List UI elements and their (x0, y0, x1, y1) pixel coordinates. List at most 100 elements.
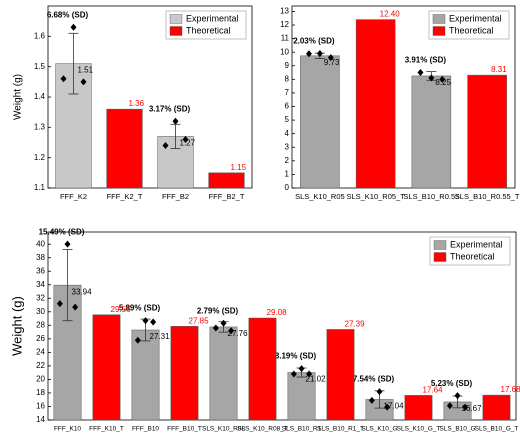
legend-swatch (433, 252, 447, 262)
data-point (142, 317, 149, 325)
data-point (228, 327, 235, 335)
x-tick-label: SLS_B10_R0.55 (403, 192, 459, 201)
y-tick-label: 9 (285, 61, 290, 70)
y-tick-label: 6 (285, 102, 290, 111)
value-label: 16.67 (462, 404, 483, 413)
y-tick-label: 1.4 (34, 92, 46, 101)
value-label: 8.31 (491, 65, 507, 74)
y-tick-label: 8 (285, 74, 290, 83)
x-tick-label: FFF_B10_T (167, 426, 202, 433)
value-label: 17.64 (423, 385, 444, 394)
x-tick-label: FFF_K10_T (89, 426, 124, 433)
bar (209, 326, 238, 421)
x-tick-label: SLS_K10_R05_T (346, 192, 405, 201)
x-tick-label: FFF_K10 (54, 426, 81, 433)
sd-annotation: 5.23% (SD) (431, 379, 473, 388)
data-point (80, 78, 87, 86)
x-tick-label: SLS_B10_R1_T (317, 426, 364, 433)
value-label: 17.68 (501, 385, 520, 394)
value-label: 27.39 (345, 320, 366, 329)
data-point (439, 75, 446, 83)
y-tick-label: 22 (36, 361, 45, 370)
data-point (316, 50, 323, 58)
x-tick-label: SLS_K10_R05 (295, 192, 345, 201)
value-label: 21.02 (306, 375, 327, 384)
y-tick-label: 40 (36, 239, 45, 248)
y-tick-label: 4 (285, 129, 290, 138)
x-tick-label: SLS_B10_R1 (282, 426, 322, 433)
bar (170, 326, 199, 421)
sd-annotation: 3.17% (SD) (149, 104, 191, 113)
data-point (384, 403, 391, 411)
y-axis-label: Weight (g) (9, 296, 24, 356)
y-tick-label: 24 (36, 347, 45, 356)
y-tick-label: 28 (36, 320, 45, 329)
value-label: 27.85 (189, 316, 210, 325)
data-point (172, 117, 179, 125)
y-tick-label: 32 (36, 293, 45, 302)
bar (248, 317, 277, 421)
value-label: 12.40 (380, 10, 401, 19)
legend-label: Theoretical (450, 251, 495, 261)
legend-swatch (432, 26, 446, 36)
bar (467, 74, 507, 189)
plot-frame (47, 231, 517, 421)
legend-swatch (169, 26, 183, 36)
y-tick-label: 0 (285, 183, 290, 192)
data-point (298, 365, 305, 373)
x-tick-label: SLS_B10_G (439, 426, 475, 433)
y-tick-label: 1.2 (34, 153, 46, 162)
x-tick-label: FFF_B10 (132, 426, 159, 433)
value-label: 27.76 (228, 329, 249, 338)
data-point (134, 336, 141, 344)
sd-annotation: 15.49% (SD) (39, 227, 85, 236)
bar (326, 329, 355, 421)
data-point (428, 74, 435, 82)
data-point (60, 75, 67, 83)
x-tick-label: FFF_K2_T (107, 192, 143, 201)
sd-annotation: 7.54% (SD) (353, 375, 395, 384)
data-point (70, 23, 77, 31)
data-point (305, 50, 312, 58)
bar (482, 394, 511, 421)
sd-annotation: 2.79% (SD) (197, 306, 239, 315)
data-point (150, 318, 157, 326)
bar (106, 108, 143, 189)
x-tick-label: SLS_K10_R08 (202, 426, 245, 433)
sd-annotation: 5.89% (SD) (119, 304, 161, 313)
y-tick-label: 16 (36, 402, 45, 411)
bar (208, 172, 245, 189)
sd-annotation: 6.68% (SD) (47, 10, 89, 19)
y-tick-label: 7 (285, 88, 290, 97)
y-tick-label: 12 (280, 20, 289, 29)
y-tick-label: 13 (280, 7, 289, 16)
data-point (220, 319, 227, 327)
value-label: 9.73 (324, 58, 340, 67)
legend-swatch (433, 240, 447, 250)
bar (131, 329, 160, 421)
x-tick-label: SLS_K10_R08_T (237, 426, 288, 433)
x-tick-label: FFF_B2 (162, 192, 189, 201)
value-label: 33.94 (72, 287, 93, 296)
value-label: 1.36 (129, 99, 145, 108)
y-tick-label: 10 (280, 47, 289, 56)
legend-label: Theoretical (186, 25, 231, 35)
data-point (417, 69, 424, 77)
data-point (72, 303, 79, 311)
data-point (327, 54, 334, 62)
data-point (212, 324, 219, 332)
legend-label: Experimental (449, 13, 502, 23)
value-label: 29.08 (267, 308, 288, 317)
data-point (56, 300, 63, 308)
y-tick-label: 38 (36, 253, 45, 262)
y-tick-label: 20 (36, 375, 45, 384)
y-tick-label: 1.1 (34, 183, 46, 192)
value-label: 8.25 (435, 78, 451, 87)
value-label: 17.04 (384, 402, 405, 411)
value-label: 27.31 (150, 332, 171, 341)
x-tick-label: SLS_B10_G_T (475, 426, 519, 433)
bar (404, 395, 433, 421)
bar (287, 372, 316, 421)
data-point (64, 240, 71, 248)
